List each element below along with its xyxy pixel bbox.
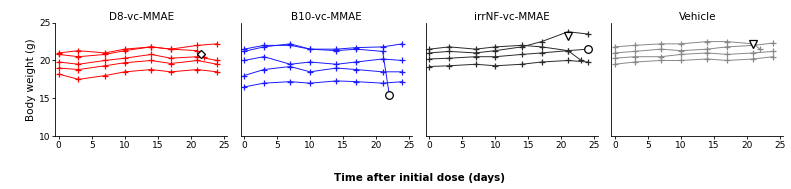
Title: B10-vc-MMAE: B10-vc-MMAE xyxy=(291,12,362,22)
Y-axis label: Body weight (g): Body weight (g) xyxy=(26,38,36,121)
Title: irrNF-vc-MMAE: irrNF-vc-MMAE xyxy=(474,12,550,22)
Text: Time after initial dose (days): Time after initial dose (days) xyxy=(334,173,505,183)
Title: Vehicle: Vehicle xyxy=(679,12,716,22)
Title: D8-vc-MMAE: D8-vc-MMAE xyxy=(108,12,174,22)
